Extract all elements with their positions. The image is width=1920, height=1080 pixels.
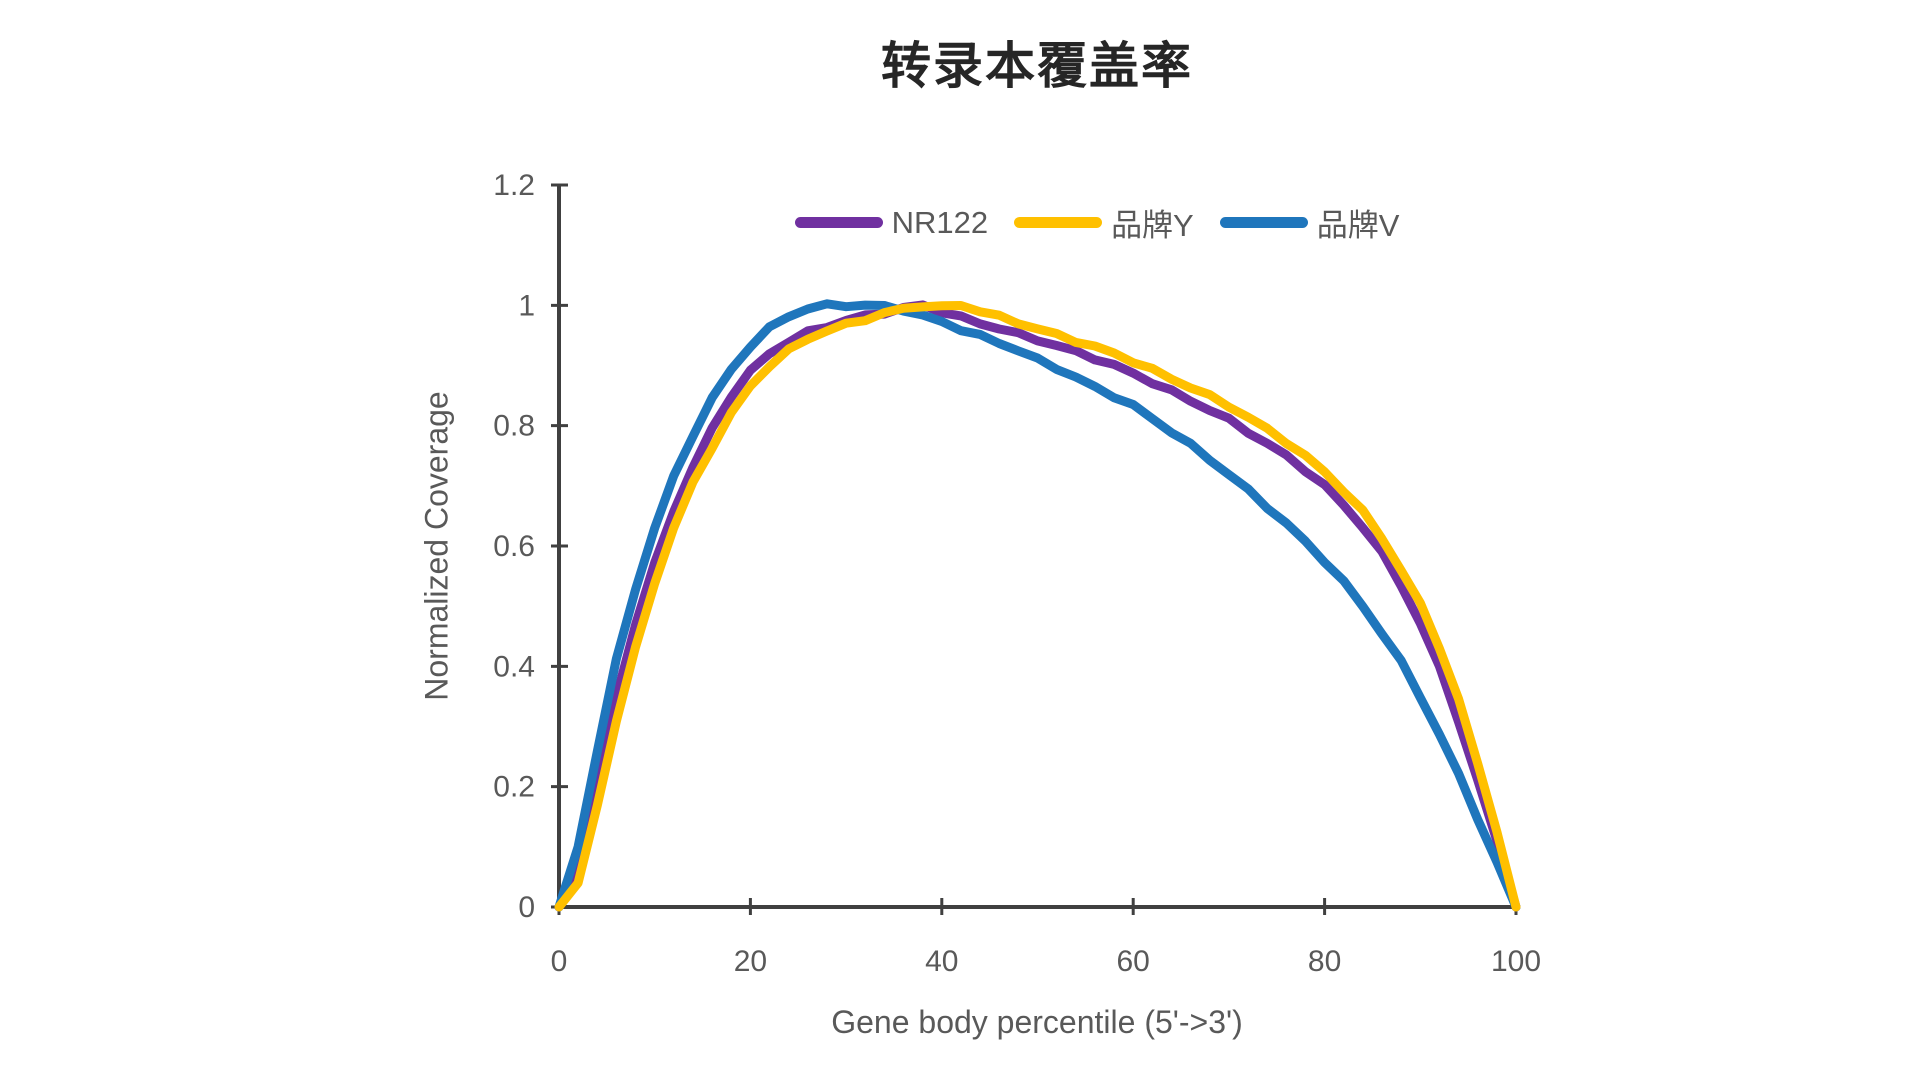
legend-item-nr122[interactable]: NR122 [794, 204, 989, 241]
x-tick-label: 20 [734, 945, 767, 978]
x-tick-label: 0 [551, 945, 568, 978]
y-tick-label: 1 [518, 289, 535, 322]
legend: NR122 品牌Y 品牌V [558, 200, 1636, 245]
x-tick-label: 40 [925, 945, 958, 978]
y-tick-label: 0.2 [493, 771, 535, 804]
x-tick-label: 100 [1491, 945, 1541, 978]
y-tick-label: 0.6 [493, 530, 535, 563]
series-line-NR122 [554, 300, 1521, 912]
series-line-品牌Y [554, 301, 1521, 912]
legend-label: NR122 [891, 204, 989, 240]
x-tick-label: 80 [1308, 945, 1341, 978]
y-tick-label: 0 [518, 891, 535, 924]
x-tick-label: 60 [1117, 945, 1150, 978]
legend-label: 品牌Y [1111, 208, 1194, 243]
series-line-品牌V [554, 299, 1521, 912]
legend-item-brand-y[interactable]: 品牌Y [1014, 200, 1194, 245]
legend-label: 品牌V [1316, 208, 1400, 243]
x-axis-title: Gene body percentile (5'->3') [831, 1004, 1243, 1040]
legend-line-swatch-yellow [1014, 217, 1103, 228]
y-tick-label: 0.8 [493, 410, 535, 443]
chart-title: 转录本覆盖率 [881, 38, 1193, 94]
y-tick-label: 1.2 [493, 169, 535, 202]
legend-item-brand-v[interactable]: 品牌V [1219, 200, 1400, 245]
y-tick-label: 0.4 [493, 650, 535, 683]
legend-line-swatch-blue [1219, 217, 1308, 228]
legend-line-swatch-purple [794, 217, 883, 228]
